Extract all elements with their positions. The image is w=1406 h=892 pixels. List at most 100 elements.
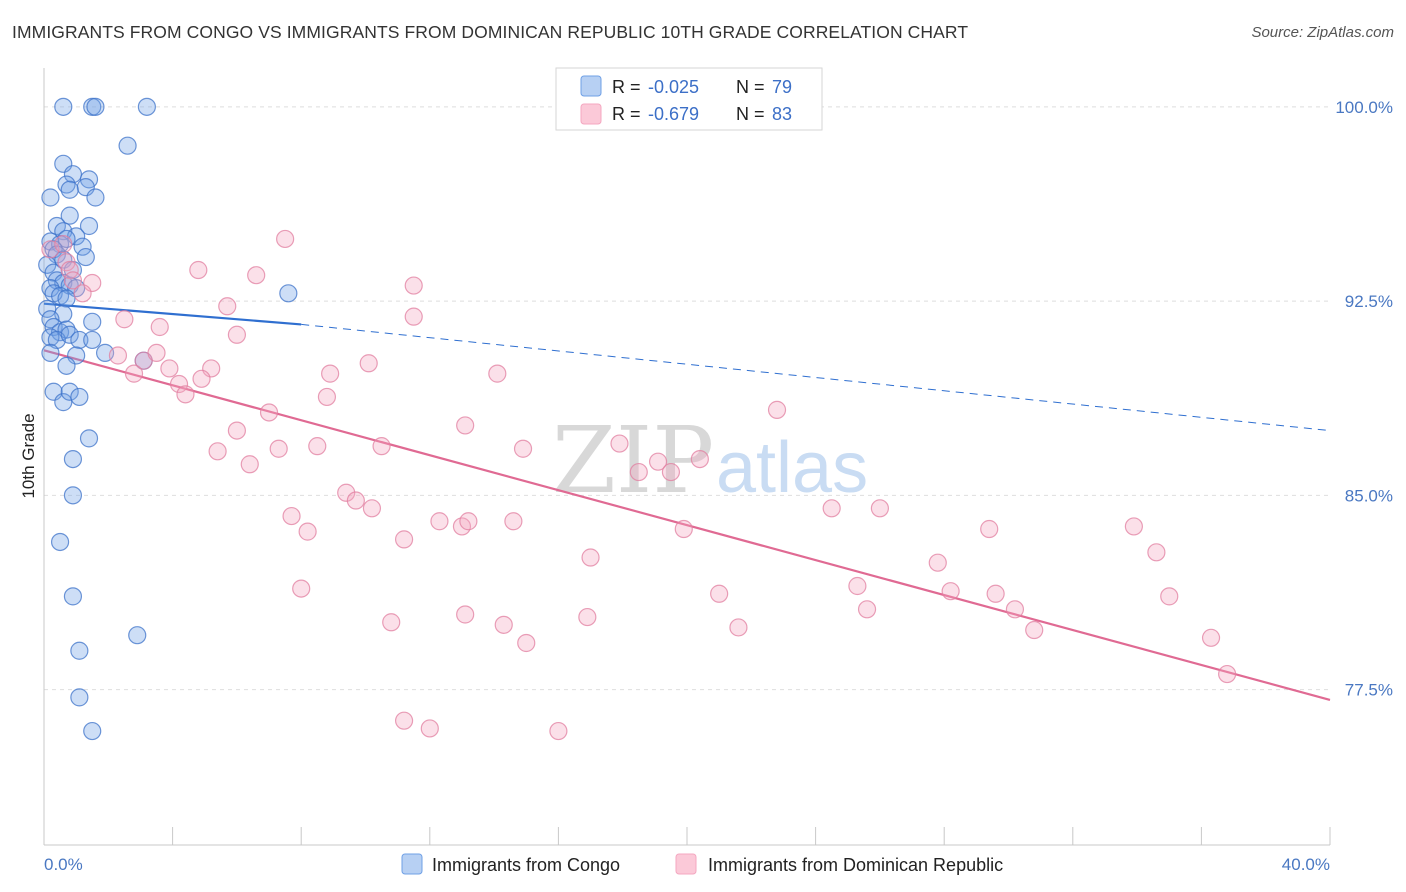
legend-r-label-dominican: R = [612,104,641,124]
point-s0-37 [279,284,298,303]
point-s1-41 [648,452,668,471]
point-s0-36 [57,289,76,308]
point-s0-47 [60,325,79,344]
point-s0-8 [57,175,76,194]
point-s1-19 [124,364,144,383]
y-axis-tick-labels: 100.0% 92.5% 85.0% 77.5% [1335,98,1393,700]
point-s1-25 [176,385,195,404]
legend-swatch-congo [580,75,602,97]
point-s1-75 [517,633,536,653]
point-s1-43 [690,449,709,469]
chart-source: Source: ZipAtlas.com [1251,24,1394,41]
point-s1-27 [317,387,337,407]
bottom-legend-label-congo: Immigrants from Congo [432,855,620,875]
point-s1-6 [73,284,92,303]
point-s1-26 [192,369,211,388]
point-s1-74 [729,618,748,637]
point-s1-44 [337,483,356,502]
point-s0-32 [41,279,60,298]
legend-r-congo: -0.025 [648,77,699,97]
point-s1-66 [1005,600,1025,619]
point-s0-48 [70,330,89,350]
point-s1-64 [941,582,960,601]
point-s1-51 [430,512,449,531]
bottom-legend-swatch-dominican [675,853,697,875]
point-s1-76 [1025,620,1044,640]
point-s1-70 [456,605,475,624]
point-s0-66 [70,688,89,707]
point-s1-10 [404,276,423,295]
point-s0-25 [76,247,95,267]
point-s1-40 [629,462,648,482]
grid-lines [44,106,1330,691]
point-s1-42 [661,462,681,482]
point-s0-0 [54,97,73,116]
point-s1-79 [394,711,414,730]
y-axis-label: 10th Grade [19,413,38,498]
point-s0-61 [63,486,83,505]
point-s0-13 [60,206,79,225]
point-s1-8 [189,260,208,280]
point-s1-23 [359,354,378,373]
point-s1-72 [494,615,513,634]
point-s1-69 [1160,587,1179,606]
legend-r-dominican: -0.679 [648,104,699,124]
point-s0-20 [57,229,76,249]
point-s0-57 [60,382,79,401]
point-s0-3 [137,97,156,116]
point-s1-7 [276,229,295,249]
point-s1-49 [282,506,301,526]
trend-line-extension-s0 [301,323,1331,432]
point-s0-6 [63,165,83,184]
point-s1-29 [227,421,246,440]
x-tick-label-0: 0.0% [44,855,83,874]
series-0-points [38,97,298,741]
point-s0-56 [54,393,73,412]
point-s0-49 [83,330,102,350]
point-s1-55 [674,519,693,539]
legend-n-congo: 79 [772,77,792,97]
legend-n-label-congo: N = [736,77,765,97]
point-s1-38 [513,439,533,458]
point-s1-78 [1218,664,1237,684]
point-s1-63 [848,576,867,596]
x-axis-tick-labels: 0.0% 40.0% [44,855,1330,874]
point-s1-71 [382,613,401,632]
point-s1-46 [362,499,382,518]
point-s1-20 [160,359,179,378]
point-s1-9 [247,266,266,285]
point-s1-77 [1201,628,1221,647]
point-s1-54 [504,512,523,531]
point-s1-1 [54,235,73,254]
y-tick-label-2: 85.0% [1345,486,1393,505]
point-s0-64 [128,626,147,645]
chart-title: IMMIGRANTS FROM CONGO VS IMMIGRANTS FROM… [12,22,969,42]
point-s1-15 [404,307,423,326]
bottom-legend-swatch-congo [401,853,423,875]
legend-r-label-congo: R = [612,77,641,97]
legend-swatch-dominican [580,103,602,125]
point-s1-11 [218,297,237,316]
point-s0-41 [83,312,102,331]
point-s0-54 [57,356,76,375]
point-s1-57 [581,548,600,567]
trend-lines [43,302,1331,702]
point-s0-67 [83,721,102,741]
x-tick-label-1: 40.0% [1282,855,1330,874]
point-s1-60 [1124,517,1143,536]
point-s1-80 [420,719,439,738]
point-s1-65 [986,584,1005,603]
point-s1-13 [150,317,169,337]
y-tick-label-1: 92.5% [1345,292,1393,311]
point-s1-39 [610,434,629,453]
point-s1-12 [115,310,134,329]
point-s1-48 [870,499,890,518]
legend-n-dominican: 83 [772,104,792,124]
point-s1-47 [822,499,841,518]
data-points [38,97,1237,741]
point-s0-10 [60,180,79,199]
point-s1-24 [169,374,189,394]
point-s1-14 [227,325,246,344]
series-1-points [41,229,1237,741]
